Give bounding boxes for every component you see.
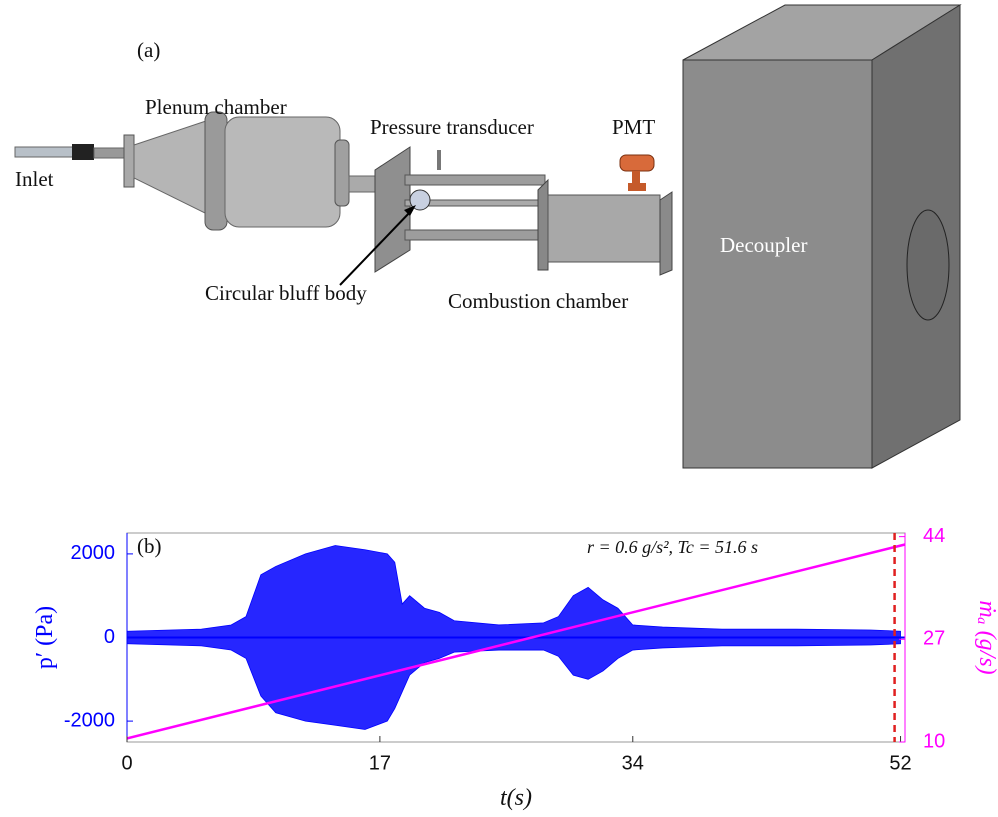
connector [93, 147, 127, 159]
y-axis-label: p′ (Pa) [32, 606, 58, 669]
y-tick-label: -2000 [64, 709, 115, 731]
rail [404, 229, 546, 241]
transducer [437, 150, 441, 170]
x-tick-label: 34 [622, 752, 644, 774]
combustor-plate [537, 178, 549, 271]
component-label: Plenum chamber [145, 95, 287, 119]
inlet-pipe [14, 146, 76, 158]
bluff-body [409, 189, 431, 211]
x-axis-label: t(s) [500, 785, 532, 811]
y2-tick-label: 10 [923, 730, 945, 752]
panel-label: (a) [137, 38, 160, 62]
pmt-mount [632, 171, 640, 183]
plenum-cone [133, 117, 216, 219]
plenum-body [224, 116, 341, 228]
arrow [339, 209, 413, 286]
component-label: Combustion chamber [448, 289, 628, 313]
setup-drawing [14, 4, 962, 469]
flange [123, 134, 135, 188]
component-label: PMT [612, 115, 655, 139]
component-label: Inlet [15, 167, 54, 191]
plenum-flange [204, 111, 228, 231]
y2-axis-label: ṁₐ (g/s) [974, 600, 998, 674]
inlet-fitting [72, 144, 94, 160]
pmt [619, 154, 655, 172]
annotation: r = 0.6 g/s², Tc = 51.6 s [587, 537, 758, 557]
window [906, 209, 950, 321]
arrow-head [404, 205, 416, 216]
pmt-mount [628, 183, 646, 191]
pressure-envelope [126, 545, 901, 638]
mass-flow-line [126, 543, 906, 740]
x-tick-label: 52 [889, 752, 911, 774]
decoupler-front [682, 59, 873, 469]
component-label: Circular bluff body [205, 281, 367, 305]
combustor-duct [547, 194, 661, 263]
component-label: Decoupler [720, 233, 807, 257]
combustor-plate [374, 146, 411, 273]
y-tick-label: 2000 [71, 542, 116, 564]
rail [404, 174, 546, 186]
plenum-end [334, 139, 350, 207]
y2-tick-label: 27 [923, 628, 945, 650]
component-label: Pressure transducer [370, 115, 534, 139]
y-tick-label: 0 [104, 626, 115, 648]
x-tick-label: 17 [369, 752, 391, 774]
combustor-plate [659, 191, 673, 276]
pressure-envelope [126, 637, 901, 730]
panel-label: (b) [137, 534, 162, 558]
y2-tick-label: 44 [923, 525, 945, 547]
x-tick-label: 0 [121, 752, 132, 774]
